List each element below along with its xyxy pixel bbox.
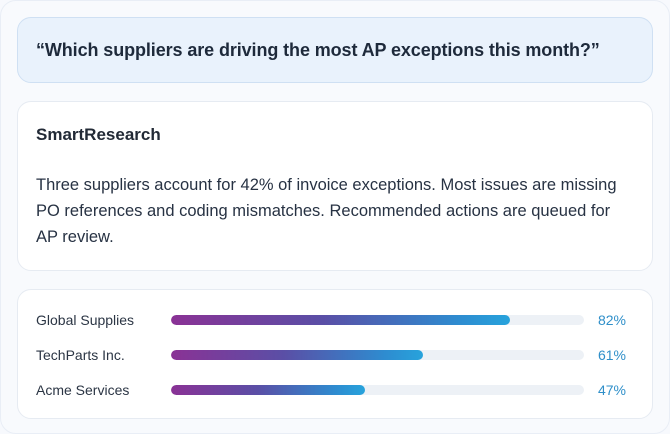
answer-title: SmartResearch [36, 125, 161, 144]
supplier-row-acme-services: Acme Services 47% [18, 380, 652, 400]
supplier-name: TechParts Inc. [36, 347, 125, 363]
supplier-percent: 82% [597, 312, 626, 328]
supplier-bar-fill [171, 385, 366, 395]
supplier-name: Global Supplies [36, 312, 135, 328]
supplier-percent: 61% [597, 347, 626, 363]
user-query-text: “Which suppliers are driving the most AP… [36, 39, 600, 60]
supplier-row-global-supplies: Global Supplies 82% [18, 310, 652, 330]
supplier-bar-fill [171, 315, 510, 325]
supplier-percent: 47% [597, 382, 626, 398]
supplier-row-techparts: TechParts Inc. 61% [18, 345, 652, 365]
supplier-bar-track [171, 385, 584, 395]
supplier-bar-track [171, 315, 584, 325]
supplier-bar-track [171, 350, 584, 360]
supplier-name: Acme Services [36, 382, 130, 398]
supplier-bar-fill [171, 350, 423, 360]
answer-card: SmartResearch Three suppliers account fo… [17, 101, 653, 271]
answer-body: Three suppliers account for 42% of invoi… [36, 176, 617, 246]
user-query-bubble: “Which suppliers are driving the most AP… [17, 17, 653, 83]
supplier-exceptions-card: Global Supplies 82% TechParts Inc. 61% A… [17, 289, 653, 419]
